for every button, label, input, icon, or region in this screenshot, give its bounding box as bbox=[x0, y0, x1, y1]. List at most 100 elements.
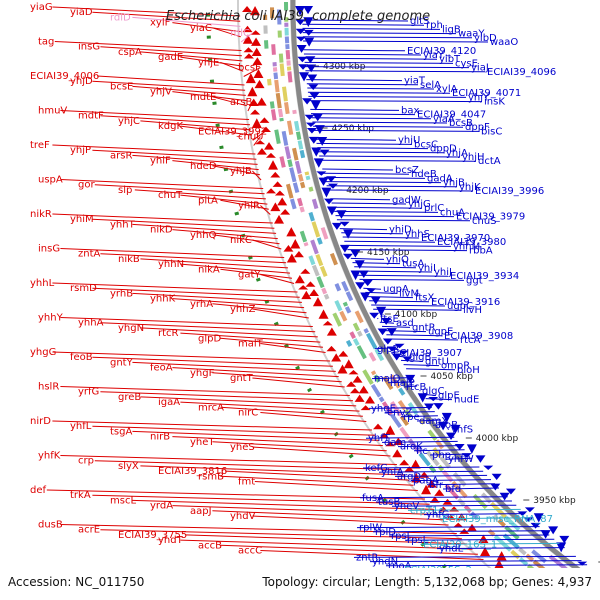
gene-label: yhhQ bbox=[190, 230, 217, 241]
gene-label: yhdL bbox=[439, 544, 464, 555]
gene-label: prlC bbox=[424, 203, 444, 214]
feature-track-segment bbox=[295, 131, 302, 140]
feature-track-segment bbox=[297, 140, 304, 150]
gene-label: yhiQ bbox=[386, 254, 409, 265]
gene-arrow bbox=[295, 19, 306, 26]
gene-arrow bbox=[305, 122, 316, 127]
gene-arrow bbox=[352, 375, 363, 383]
gene-label: bcsZ bbox=[395, 165, 419, 176]
gene-label: yhfS bbox=[451, 424, 473, 435]
gene-arrow bbox=[308, 136, 319, 144]
feature-track-segment bbox=[399, 415, 410, 427]
gene-leader bbox=[316, 142, 413, 145]
gene-arrow bbox=[449, 506, 460, 512]
gene-label: yiaC bbox=[190, 23, 212, 34]
tick-mark bbox=[273, 321, 279, 326]
gene-leader bbox=[429, 453, 469, 456]
gene-arrow bbox=[360, 405, 371, 411]
gene-arrow bbox=[540, 530, 551, 539]
gene-leader bbox=[362, 466, 480, 469]
gene-leader bbox=[369, 300, 430, 303]
gene-label: yibD bbox=[474, 33, 497, 44]
gene-label: fusA bbox=[362, 493, 384, 504]
gene-arrow bbox=[274, 214, 285, 224]
gene-leader bbox=[426, 483, 496, 486]
gene-leader bbox=[319, 155, 461, 158]
gene-arrow bbox=[454, 443, 465, 451]
gene-label: rtcR bbox=[158, 328, 179, 339]
gene-label: yhjE bbox=[198, 57, 219, 68]
gene-leader bbox=[310, 108, 400, 111]
gene-label: glpD bbox=[198, 333, 221, 344]
gene-label: yrhA bbox=[190, 299, 213, 310]
gene-arrow bbox=[251, 118, 262, 128]
gene-arrow bbox=[434, 489, 445, 496]
feature-track-segment bbox=[525, 553, 535, 562]
gene-leader bbox=[302, 27, 441, 30]
gene-arrow bbox=[391, 353, 402, 361]
gene-label: yhiR bbox=[238, 201, 260, 212]
gene-arrow bbox=[264, 142, 275, 150]
gene-arrow bbox=[480, 546, 491, 556]
gene-leader bbox=[140, 51, 243, 62]
gene-label: crp bbox=[78, 456, 94, 467]
gene-leader bbox=[100, 253, 287, 264]
feature-track-segment bbox=[334, 283, 342, 292]
gene-label: livH bbox=[463, 305, 482, 316]
gene-label: rbbA bbox=[469, 246, 493, 257]
gene-leader bbox=[60, 179, 264, 189]
gene-arrow bbox=[312, 297, 323, 307]
gene-leader bbox=[387, 381, 415, 384]
feature-track-segment bbox=[439, 456, 451, 469]
gene-label: yiaJ bbox=[471, 63, 489, 74]
tick-mark bbox=[212, 101, 217, 105]
gene-leader bbox=[357, 274, 449, 277]
gene-leader bbox=[308, 95, 467, 98]
gene-leader bbox=[100, 115, 251, 126]
gene-leader bbox=[373, 308, 462, 311]
gene-leader bbox=[212, 234, 280, 245]
gene-leader bbox=[320, 159, 477, 162]
gene-label: zntA bbox=[78, 249, 101, 260]
gene-leader bbox=[334, 210, 439, 213]
feature-track-segment bbox=[320, 226, 329, 240]
gene-arrow bbox=[446, 432, 457, 441]
gene-leader bbox=[306, 83, 419, 86]
gene-leader bbox=[423, 513, 526, 516]
gene-label: dppD bbox=[430, 144, 457, 155]
gene-arrow bbox=[450, 424, 461, 434]
gene-arrow bbox=[355, 282, 366, 290]
gene-arrow bbox=[453, 522, 464, 528]
gene-label: yhiI bbox=[418, 263, 436, 274]
gene-arrow bbox=[255, 140, 266, 145]
gene-label: yiaT bbox=[404, 76, 426, 87]
gene-leader bbox=[254, 481, 418, 491]
gene-leader bbox=[447, 427, 450, 430]
gene-arrow bbox=[302, 98, 313, 105]
gene-label: bcsB bbox=[449, 118, 473, 129]
gene-leader bbox=[302, 19, 409, 22]
gene-labels: yiaG yiaD rdlD xylF yiaC rdlC tag insG cspA gadE y… bbox=[30, 2, 600, 584]
feature-track-segment bbox=[279, 117, 284, 122]
gene-arrow bbox=[294, 274, 305, 284]
gene-arrow bbox=[386, 328, 397, 336]
gene-label: glgB bbox=[409, 352, 431, 363]
gene-leader bbox=[54, 41, 242, 51]
gene-label: aroK bbox=[400, 442, 423, 453]
gene-leader bbox=[420, 542, 560, 545]
gene-arrow bbox=[310, 100, 321, 111]
gene-label: yhhL bbox=[30, 278, 55, 289]
gene-label: bisC bbox=[481, 126, 502, 137]
feature-track-segment bbox=[287, 159, 293, 168]
gene-leader bbox=[302, 32, 457, 35]
gene-label: yhfK bbox=[38, 451, 61, 462]
gene-arrow bbox=[259, 117, 270, 123]
gene-leader bbox=[354, 266, 417, 269]
gene-label: rpoA bbox=[388, 561, 412, 572]
gene-arrow bbox=[306, 128, 317, 134]
gene-label: ECIAI39_4047 bbox=[417, 110, 486, 121]
gene-label: gntT bbox=[230, 373, 254, 384]
gene-label: ECIAI39_16S_1 bbox=[423, 539, 497, 550]
gene-leader bbox=[172, 505, 439, 516]
feature-track-segment bbox=[323, 293, 330, 300]
